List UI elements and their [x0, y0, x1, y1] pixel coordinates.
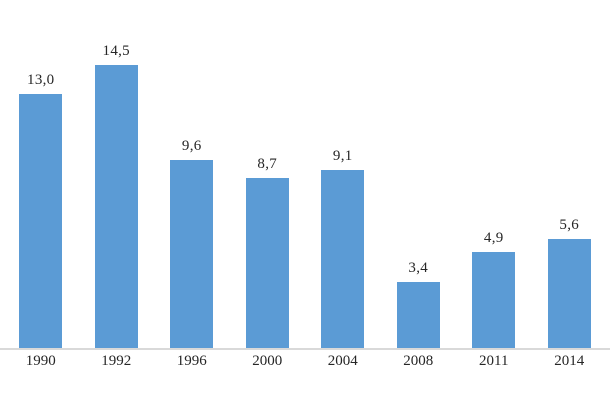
x-axis-tick-label: 1990	[25, 353, 56, 369]
bar-value-label: 8,7	[257, 156, 278, 172]
bar-column: 3,4	[381, 0, 457, 348]
x-axis-tick-label: 2000	[252, 353, 283, 369]
bar-column: 4,9	[456, 0, 532, 348]
bar	[547, 239, 591, 348]
bar-column: 14,5	[79, 0, 155, 348]
bar-value-label: 3,4	[408, 260, 429, 276]
x-axis-line	[0, 348, 610, 350]
x-axis-labels: 1990 1992 1996 2000 2004 2008 2011 2014	[0, 353, 610, 370]
bar-column: 5,6	[532, 0, 608, 348]
bar	[170, 160, 214, 348]
bar-value-label: 4,9	[483, 230, 504, 246]
bar-value-label: 5,6	[559, 217, 580, 233]
x-axis-tick-label: 2004	[327, 353, 358, 369]
bar	[94, 65, 138, 348]
x-axis-tick-label: 1992	[101, 353, 132, 369]
bar-column: 13,0	[3, 0, 79, 348]
bar-value-label: 14,5	[102, 43, 130, 59]
plot-area: 13,0 14,5 9,6 8,7 9,1 3,4 4,9 5,6	[3, 0, 608, 348]
bar-column: 9,6	[154, 0, 230, 348]
bar-column: 8,7	[230, 0, 306, 348]
x-axis-tick-label: 1996	[176, 353, 207, 369]
bar	[245, 178, 289, 348]
bar-value-label: 9,6	[181, 138, 202, 154]
bar-value-label: 9,1	[332, 148, 353, 164]
bar-column: 9,1	[305, 0, 381, 348]
x-axis-tick-label: 2014	[554, 353, 585, 369]
x-axis-tick-label: 2008	[403, 353, 434, 369]
bar-value-label: 13,0	[27, 72, 55, 88]
bar	[19, 94, 63, 348]
bar	[396, 282, 440, 348]
bar	[321, 170, 365, 348]
bar	[472, 252, 516, 348]
x-axis-tick-label: 2011	[479, 353, 509, 369]
